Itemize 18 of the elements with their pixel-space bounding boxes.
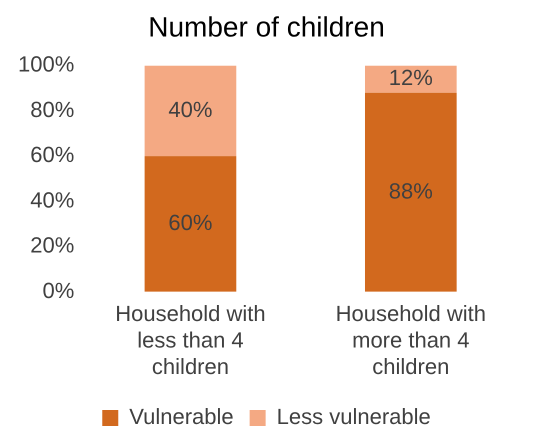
y-tick-label: 80% <box>30 96 74 122</box>
bar <box>144 66 236 156</box>
x-tick-label: Household with less than 4 children <box>115 301 266 379</box>
data-label: 40% <box>168 96 212 122</box>
x-tick-label: Household with more than 4 children <box>336 301 486 379</box>
y-tick-label: 20% <box>30 232 74 258</box>
bar <box>144 156 236 292</box>
bar <box>364 92 457 292</box>
y-tick-label: 60% <box>30 142 74 168</box>
data-label: 60% <box>168 210 212 236</box>
legend-label: Vulnerable <box>129 404 234 430</box>
y-tick-label: 0% <box>42 278 74 303</box>
y-tick-label: 40% <box>30 187 74 212</box>
data-label: 88% <box>388 178 433 204</box>
data-label: 12% <box>388 65 433 90</box>
legend-label: Less vulnerable <box>276 404 431 430</box>
chart-title: Number of children <box>148 12 385 43</box>
y-tick-label: 100% <box>18 52 74 77</box>
